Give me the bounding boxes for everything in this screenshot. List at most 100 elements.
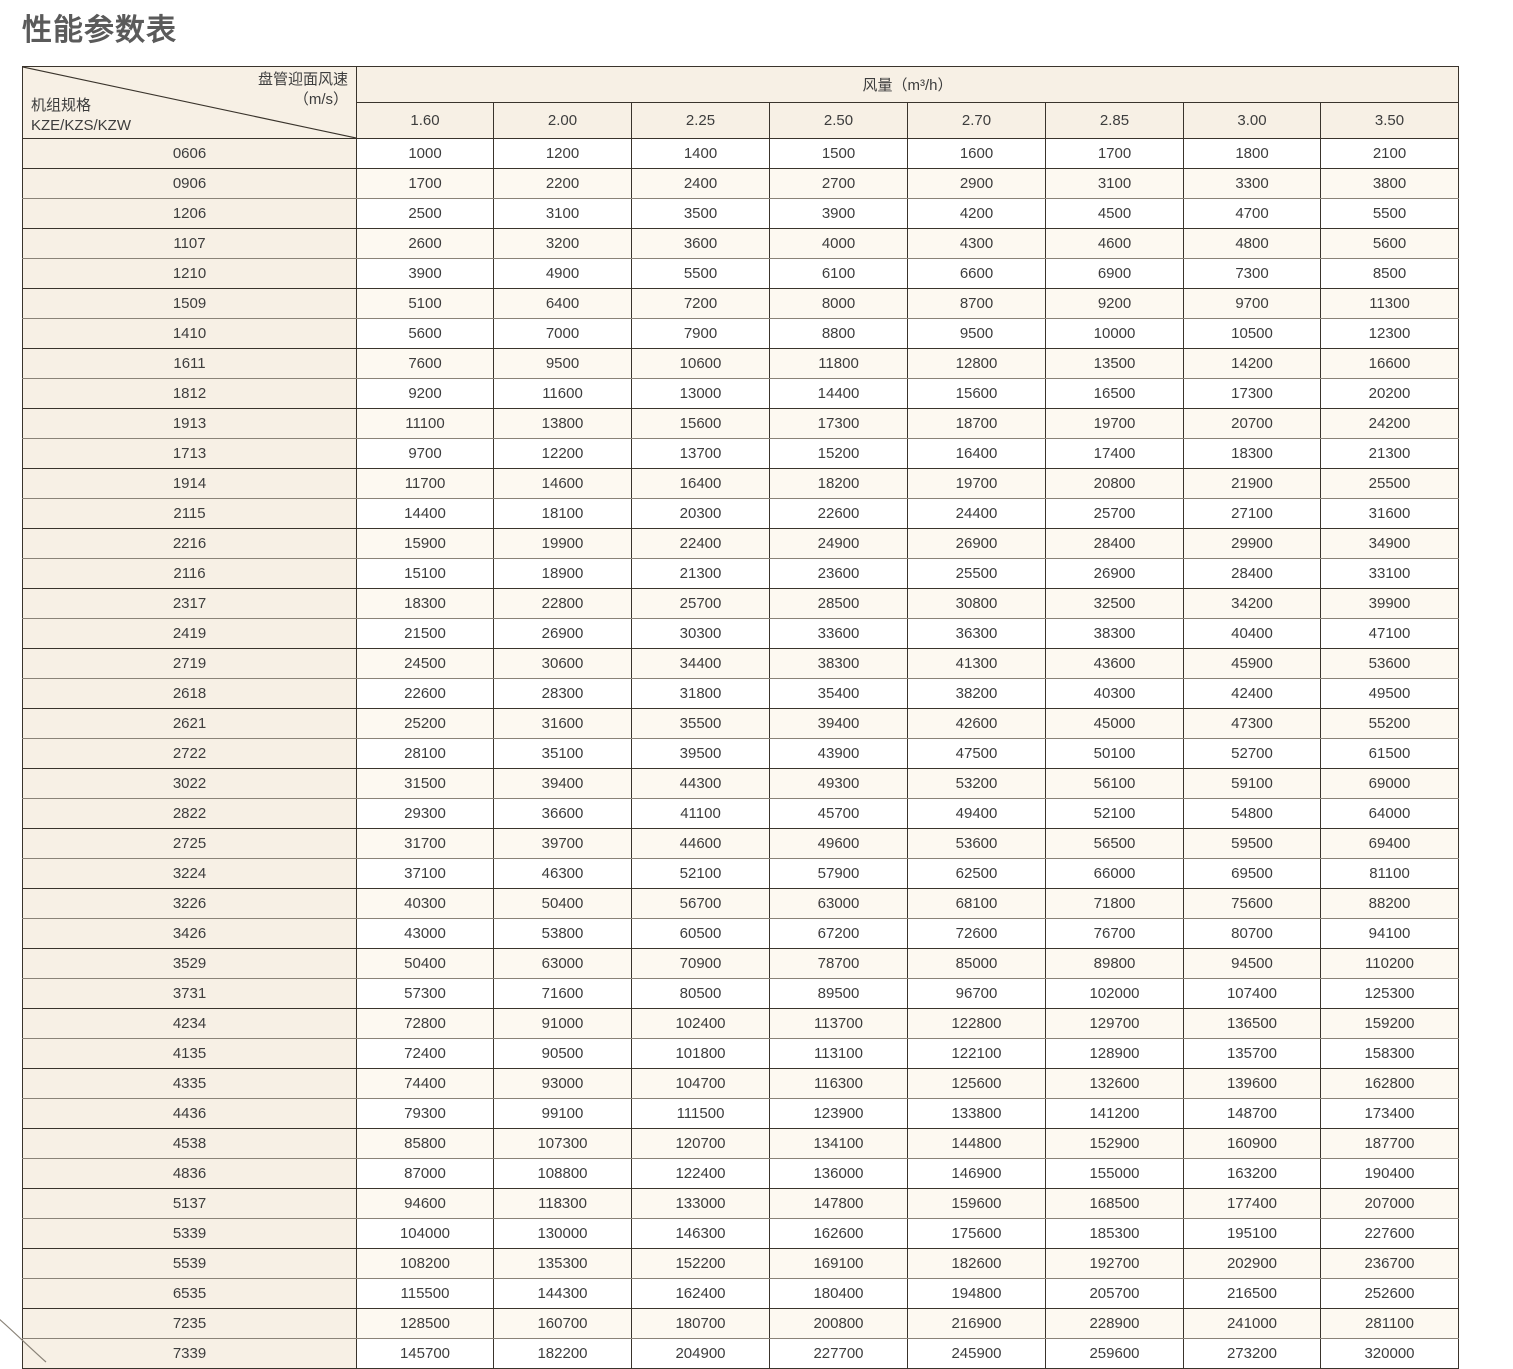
airflow-value-cell: 37100 xyxy=(356,858,494,889)
airflow-value-cell: 202900 xyxy=(1183,1248,1321,1279)
page-title: 性能参数表 xyxy=(22,14,177,47)
airflow-value-cell: 4600 xyxy=(1045,228,1184,259)
airflow-value-cell: 20300 xyxy=(631,498,770,529)
airflow-value-cell: 228900 xyxy=(1045,1308,1184,1339)
airflow-value-cell: 216900 xyxy=(907,1308,1046,1339)
model-spec-cell: 2216 xyxy=(22,528,357,559)
airflow-value-cell: 15200 xyxy=(769,438,908,469)
airflow-value-cell: 6400 xyxy=(493,288,632,319)
airflow-value-cell: 53200 xyxy=(907,768,1046,799)
airflow-value-cell: 129700 xyxy=(1045,1008,1184,1039)
airflow-value-cell: 147800 xyxy=(769,1188,908,1219)
performance-parameter-table: 盘管迎面风速 （m/s） 机组规格 KZE/KZS/KZW 风量（m³/h） 1… xyxy=(22,66,1460,1369)
airflow-value-cell: 24900 xyxy=(769,528,908,559)
airflow-value-cell: 200800 xyxy=(769,1308,908,1339)
table-row: 2719 24500 30600 34400 38300 41300 43600 45900 5… xyxy=(22,648,1460,679)
airflow-value-cell: 4700 xyxy=(1183,198,1321,229)
airflow-value-cell: 80500 xyxy=(631,978,770,1009)
table-row: 3226 40300 50400 56700 63000 68100 71800 75600 8… xyxy=(22,888,1460,919)
airflow-value-cell: 71600 xyxy=(493,978,632,1009)
airflow-value-cell: 45900 xyxy=(1183,648,1321,679)
table-row: 3731 57300 71600 80500 89500 96700 102000 10740… xyxy=(22,978,1460,1009)
model-spec-cell: 2116 xyxy=(22,558,357,589)
airflow-value-cell: 19700 xyxy=(1045,408,1184,439)
model-spec-cell: 1913 xyxy=(22,408,357,439)
airflow-value-cell: 63000 xyxy=(769,888,908,919)
airflow-value-cell: 187700 xyxy=(1319,1128,1460,1159)
airflow-value-cell: 68100 xyxy=(907,888,1046,919)
table-row: 2419 21500 26900 30300 33600 36300 38300 40400 4… xyxy=(22,618,1460,649)
model-spec-cell: 1812 xyxy=(22,378,357,409)
model-spec-cell: 5339 xyxy=(22,1218,357,1249)
airflow-value-cell: 5100 xyxy=(356,288,494,319)
model-spec-cell: 2115 xyxy=(22,498,357,529)
table-row: 1210 3900 4900 5500 6100 6600 6900 7300 8500 xyxy=(22,258,1460,289)
table-row: 7235 128500 160700 180700 200800 216900 228900… xyxy=(22,1308,1460,1339)
airflow-value-cell: 7600 xyxy=(356,348,494,379)
airflow-value-cell: 11800 xyxy=(769,348,908,379)
airflow-value-cell: 133000 xyxy=(631,1188,770,1219)
airflow-value-cell: 113100 xyxy=(769,1038,908,1069)
airflow-value-cell: 152900 xyxy=(1045,1128,1184,1159)
airflow-value-cell: 168500 xyxy=(1045,1188,1184,1219)
airflow-value-cell: 45000 xyxy=(1045,708,1184,739)
airflow-value-cell: 3500 xyxy=(631,198,770,229)
airflow-value-cell: 11100 xyxy=(356,408,494,439)
airflow-value-cell: 29900 xyxy=(1183,528,1321,559)
airflow-value-cell: 16400 xyxy=(631,468,770,499)
airflow-value-cell: 25500 xyxy=(1319,468,1460,499)
airflow-value-cell: 28500 xyxy=(769,588,908,619)
airflow-value-cell: 125600 xyxy=(907,1068,1046,1099)
airflow-value-cell: 4500 xyxy=(1045,198,1184,229)
airflow-value-cell: 44300 xyxy=(631,768,770,799)
model-spec-cell: 4538 xyxy=(22,1128,357,1159)
airflow-value-cell: 39400 xyxy=(769,708,908,739)
airflow-value-cell: 207000 xyxy=(1319,1188,1460,1219)
airflow-value-cell: 24500 xyxy=(356,648,494,679)
model-spec-cell: 2618 xyxy=(22,678,357,709)
airflow-value-cell: 9700 xyxy=(1183,288,1321,319)
airflow-value-cell: 30600 xyxy=(493,648,632,679)
airflow-value-cell: 11600 xyxy=(493,378,632,409)
airflow-value-cell: 57300 xyxy=(356,978,494,1009)
airflow-value-cell: 1000 xyxy=(356,138,494,169)
airflow-value-cell: 128900 xyxy=(1045,1038,1184,1069)
airflow-value-cell: 216500 xyxy=(1183,1278,1321,1309)
table-row: 1509 5100 6400 7200 8000 8700 9200 9700 11300 xyxy=(22,288,1460,319)
model-spec-cell: 4335 xyxy=(22,1068,357,1099)
model-spec-cell: 4836 xyxy=(22,1158,357,1189)
model-spec-cell: 4234 xyxy=(22,1008,357,1039)
airflow-value-cell: 144300 xyxy=(493,1278,632,1309)
airflow-value-cell: 107400 xyxy=(1183,978,1321,1009)
airflow-value-cell: 7000 xyxy=(493,318,632,349)
model-spec-cell: 5137 xyxy=(22,1188,357,1219)
airflow-value-cell: 87000 xyxy=(356,1158,494,1189)
airflow-value-cell: 192700 xyxy=(1045,1248,1184,1279)
airflow-value-cell: 39400 xyxy=(493,768,632,799)
airflow-value-cell: 17300 xyxy=(769,408,908,439)
airflow-value-cell: 39500 xyxy=(631,738,770,769)
airflow-value-cell: 2400 xyxy=(631,168,770,199)
airflow-value-cell: 1500 xyxy=(769,138,908,169)
airflow-value-cell: 18300 xyxy=(1183,438,1321,469)
airflow-value-cell: 61500 xyxy=(1319,738,1460,769)
airflow-value-cell: 130000 xyxy=(493,1218,632,1249)
airflow-value-cell: 5600 xyxy=(356,318,494,349)
unit-spec-line1: 机组规格 xyxy=(31,97,92,115)
airflow-value-cell: 20800 xyxy=(1045,468,1184,499)
table-row: 1913 11100 13800 15600 17300 18700 19700 20700 2… xyxy=(22,408,1460,439)
airflow-value-cell: 71800 xyxy=(1045,888,1184,919)
model-spec-cell: 4436 xyxy=(22,1098,357,1129)
airflow-value-cell: 108800 xyxy=(493,1158,632,1189)
airflow-value-cell: 21300 xyxy=(1319,438,1460,469)
airflow-value-cell: 5600 xyxy=(1319,228,1460,259)
airflow-value-cell: 3800 xyxy=(1319,168,1460,199)
airflow-value-cell: 47300 xyxy=(1183,708,1321,739)
airflow-value-cell: 35100 xyxy=(493,738,632,769)
airflow-value-cell: 152200 xyxy=(631,1248,770,1279)
airflow-value-cell: 81100 xyxy=(1319,858,1460,889)
airflow-value-cell: 3200 xyxy=(493,228,632,259)
airflow-value-cell: 91000 xyxy=(493,1008,632,1039)
airflow-value-cell: 13000 xyxy=(631,378,770,409)
airflow-value-cell: 101800 xyxy=(631,1038,770,1069)
